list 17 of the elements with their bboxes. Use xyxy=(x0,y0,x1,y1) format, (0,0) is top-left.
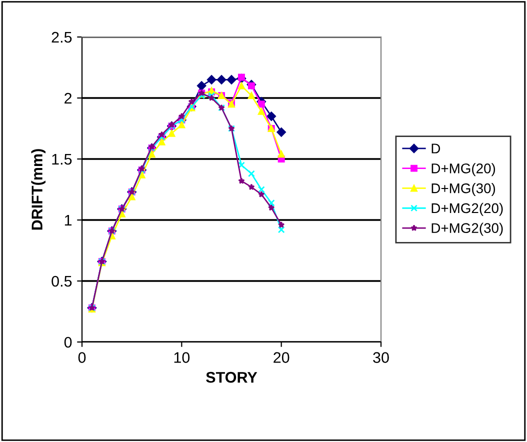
x-tick-label: 10 xyxy=(174,352,190,363)
y-tick-label: 2.5 xyxy=(52,32,72,43)
legend-label: D xyxy=(432,144,440,154)
x-axis-title: STORY xyxy=(206,372,258,383)
x-tick-label: 20 xyxy=(274,352,290,363)
y-tick-label: 2 xyxy=(64,92,72,104)
x-tick-label: 0 xyxy=(78,352,86,363)
legend-label: D+MG(20) xyxy=(432,163,496,176)
legend-label: D+MG(30) xyxy=(432,183,496,196)
legend-label: D+MG2(20) xyxy=(432,202,503,216)
x-tick-label: 30 xyxy=(373,352,389,363)
y-tick-label: 0 xyxy=(64,336,72,348)
y-tick-label: 1.5 xyxy=(52,154,72,165)
legend-label: D+MG2(30) xyxy=(432,222,503,236)
y-tick-label: 0.5 xyxy=(52,276,72,287)
y-axis-title: DRIFT(mm) xyxy=(31,149,46,230)
y-tick-label: 1 xyxy=(64,215,72,226)
